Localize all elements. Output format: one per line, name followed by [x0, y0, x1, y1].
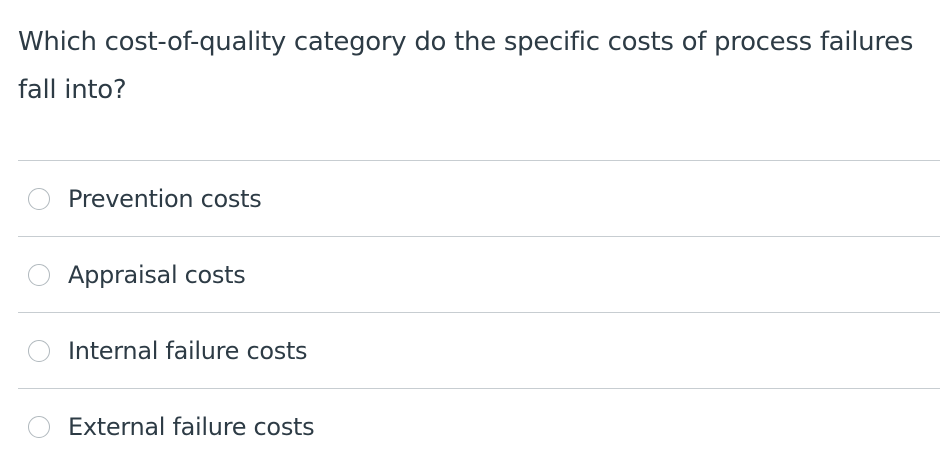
option-label[interactable]: Appraisal costs	[68, 260, 246, 289]
radio-button[interactable]	[28, 187, 50, 210]
option[interactable]: External failure costs	[18, 389, 940, 464]
option-label[interactable]: Internal failure costs	[68, 336, 308, 365]
options: Prevention costs Appraisal costs Internal …	[18, 160, 940, 464]
radio-button[interactable]	[28, 415, 50, 438]
option[interactable]: Appraisal costs	[18, 237, 940, 313]
option[interactable]: Internal failure costs	[18, 313, 940, 389]
option-label[interactable]: External failure costs	[68, 412, 315, 441]
option-label[interactable]: Prevention costs	[68, 184, 262, 213]
radio-button[interactable]	[28, 339, 50, 362]
option[interactable]: Prevention costs	[18, 161, 940, 237]
question-text: Which cost-of-quality category do the sp…	[18, 27, 914, 105]
radio-button[interactable]	[28, 263, 50, 286]
